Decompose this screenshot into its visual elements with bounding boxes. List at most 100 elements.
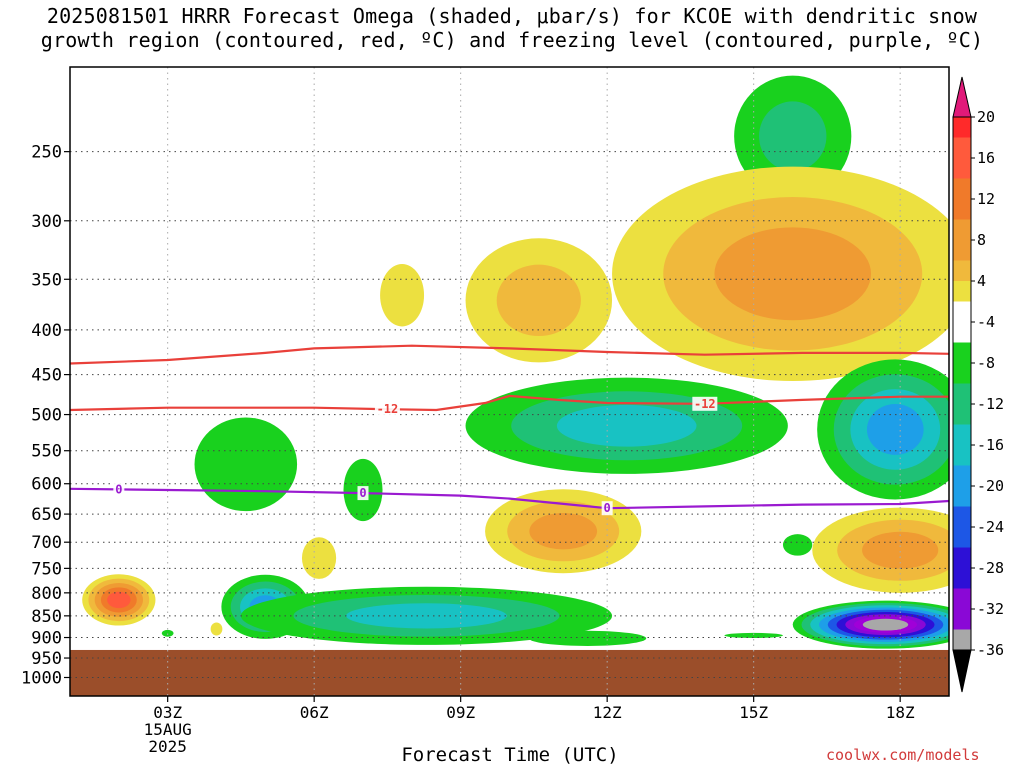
colorbar-band	[953, 547, 971, 568]
colorbar-tick-label: -16	[977, 436, 1004, 454]
y-tick-label: 550	[31, 442, 62, 462]
colorbar-band	[953, 178, 971, 199]
y-tick-label: 850	[31, 607, 62, 627]
contour-label-dgz_bottom: -12	[374, 402, 400, 417]
omega-cell-11	[485, 489, 642, 574]
contour-label-dgz_bottom: -12	[692, 396, 718, 411]
omega-cell-20	[792, 600, 949, 649]
x-tick-label: 09Z	[446, 703, 475, 722]
colorbar-tick-12: 12	[971, 190, 995, 208]
y-tick-label: 650	[31, 505, 62, 525]
colorbar-top-arrow	[952, 76, 972, 118]
omega-band-1-5	[107, 591, 131, 609]
x-tick-sublabel: 2025	[148, 737, 187, 756]
colorbar-band	[953, 363, 971, 384]
omega-band-16-1	[782, 534, 813, 556]
omega-band-19-3	[862, 531, 939, 569]
y-axis: 2503003504004505005506006507007508008509…	[21, 143, 70, 688]
colorbar-band	[953, 158, 971, 179]
chart-title-line-1: 2025081501 HRRR Forecast Omega (shaded, …	[46, 4, 978, 28]
x-tick-label: 18Z	[886, 703, 915, 722]
colorbar-tick--36: -36	[971, 641, 1004, 659]
y-tick-650: 650	[31, 505, 70, 525]
colorbar-tick--16: -16	[971, 436, 1004, 454]
contour-label-text: 0	[115, 482, 122, 496]
x-tick-09Z: 09Z	[446, 696, 475, 722]
omega-band-9-3	[346, 603, 507, 629]
y-tick-700: 700	[31, 533, 70, 553]
y-tick-950: 950	[31, 649, 70, 669]
chart-title: 2025081501 HRRR Forecast Omega (shaded, …	[0, 4, 1024, 52]
y-tick-550: 550	[31, 442, 70, 462]
y-tick-600: 600	[31, 475, 70, 495]
omega-band-14-2	[759, 101, 827, 171]
colorbar-band	[953, 199, 971, 220]
contour-label-text: -12	[377, 402, 399, 416]
chart-title-line-2: growth region (contoured, red, ºC) and f…	[40, 28, 984, 52]
colorbar-tick--28: -28	[971, 559, 1004, 577]
x-tick-label: 03Z	[153, 703, 182, 722]
colorbar-band	[953, 322, 971, 343]
colorbar-tick-label: -32	[977, 600, 1004, 618]
colorbar-band	[953, 506, 971, 527]
y-tick-350: 350	[31, 270, 70, 290]
omega-band-8-1	[380, 263, 425, 327]
colorbar-band	[953, 609, 971, 630]
y-tick-label: 950	[31, 649, 62, 669]
colorbar-tick-label: -20	[977, 477, 1004, 495]
omega-cell-2	[161, 629, 174, 637]
colorbar-band	[953, 137, 971, 158]
y-tick-450: 450	[31, 366, 70, 386]
colorbar-band	[953, 588, 971, 609]
y-tick-500: 500	[31, 406, 70, 426]
colorbar-band	[953, 486, 971, 507]
colorbar-tick-8: 8	[971, 231, 986, 249]
x-tick-label: 15Z	[739, 703, 768, 722]
y-tick-label: 500	[31, 406, 62, 426]
omega-band-12-1	[529, 630, 647, 646]
colorbar-tick--20: -20	[971, 477, 1004, 495]
colorbar-tick-4: 4	[971, 272, 986, 290]
colorbar-tick-label: -8	[977, 354, 995, 372]
colorbar-band	[953, 424, 971, 445]
colorbar-tick-label: 8	[977, 231, 986, 249]
colorbar-tick--32: -32	[971, 600, 1004, 618]
grid-lines	[70, 67, 949, 696]
y-tick-label: 900	[31, 629, 62, 649]
ground-surface	[70, 649, 949, 696]
colorbar-band	[953, 383, 971, 404]
colorbar-tick-label: 20	[977, 108, 995, 126]
temperature-contours: -12 -12 0 0 0	[70, 344, 949, 516]
y-tick-label: 400	[31, 321, 62, 341]
x-tick-15Z: 15Z	[739, 696, 768, 722]
y-tick-label: 300	[31, 212, 62, 232]
colorbar-tick-label: -28	[977, 559, 1004, 577]
omega-cell-16	[782, 534, 813, 556]
colorbar-band	[953, 240, 971, 261]
y-tick-label: 750	[31, 559, 62, 579]
contour-dgz_bottom	[70, 394, 949, 412]
plot-frame	[69, 66, 950, 697]
y-tick-900: 900	[31, 629, 70, 649]
omega-cell-17	[724, 632, 783, 638]
colorbar-tick--8: -8	[971, 354, 995, 372]
contour-label-freezing_level: 0	[357, 486, 369, 501]
colorbar-tick--4: -4	[971, 313, 995, 331]
y-tick-750: 750	[31, 559, 70, 579]
credit-text: coolwx.com/models	[826, 746, 980, 764]
omega-band-11-3	[529, 512, 598, 550]
omega-band-13-3	[556, 404, 697, 447]
x-tick-label: 12Z	[593, 703, 622, 722]
omega-cell-9	[240, 586, 613, 645]
colorbar-band	[953, 445, 971, 466]
colorbar-tick-label: 16	[977, 149, 995, 167]
colorbar-band	[953, 301, 971, 322]
colorbar-tick--12: -12	[971, 395, 1004, 413]
colorbar-tick-20: 20	[971, 108, 995, 126]
contour-label-text: -12	[694, 397, 716, 411]
omega-cell-8	[380, 263, 425, 327]
omega-shading	[70, 75, 949, 696]
